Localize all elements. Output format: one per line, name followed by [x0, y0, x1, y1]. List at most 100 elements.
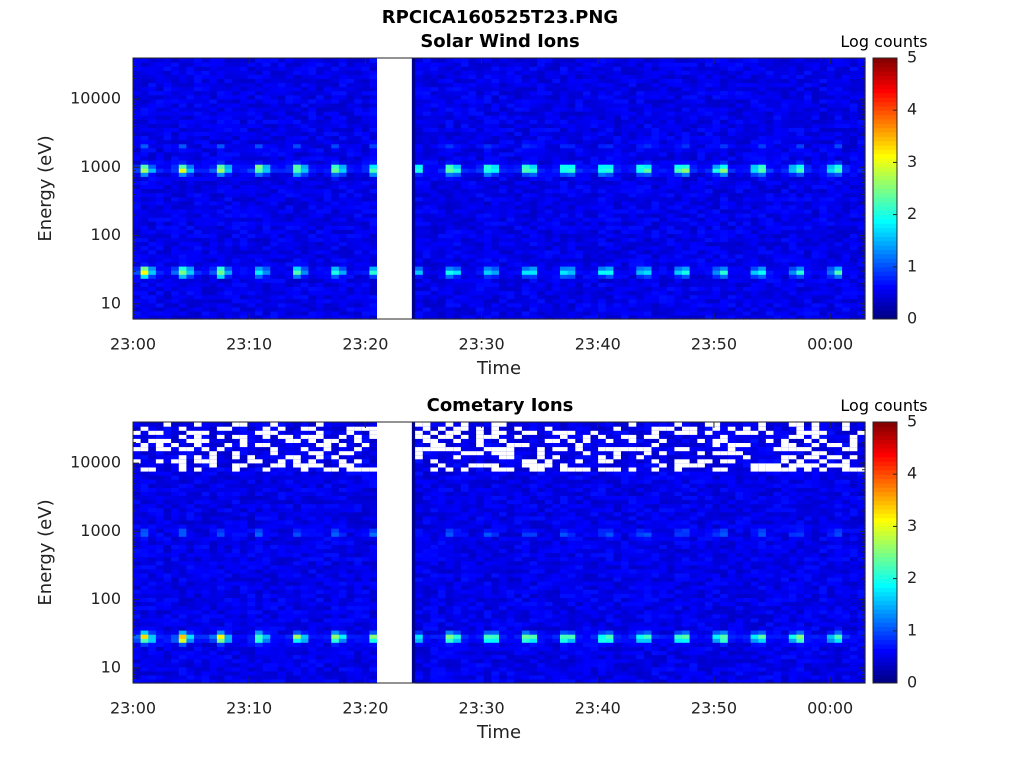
heatmap-cell — [567, 164, 576, 169]
heatmap-cell — [567, 147, 576, 153]
heatmap-cell — [697, 310, 706, 316]
heatmap-cell — [445, 274, 454, 279]
heatmap-cell — [308, 298, 317, 304]
heatmap-cell — [590, 302, 599, 308]
heatmap-cell — [415, 261, 424, 267]
heatmap-cell — [636, 306, 645, 312]
heatmap-cell — [659, 310, 668, 316]
heatmap-cell — [476, 249, 485, 255]
heatmap-cell — [621, 217, 630, 222]
heatmap-cell — [560, 270, 569, 275]
heatmap-cell — [323, 180, 332, 185]
heatmap-cell — [506, 90, 515, 96]
heatmap-cell — [590, 58, 599, 63]
heatmap-cell — [521, 253, 531, 259]
heatmap-cell — [506, 306, 515, 312]
heatmap-cell — [293, 225, 302, 230]
heatmap-cell — [689, 204, 698, 210]
heatmap-cell — [178, 217, 187, 222]
heatmap-cell — [369, 302, 378, 308]
heatmap-cell — [575, 123, 584, 128]
heatmap-cell — [194, 90, 203, 96]
heatmap-cell — [636, 314, 645, 320]
heatmap-cell — [262, 261, 271, 267]
heatmap-cell — [201, 302, 210, 308]
heatmap-cell — [720, 58, 729, 63]
heatmap-cell — [224, 86, 233, 92]
heatmap-cell — [521, 160, 531, 165]
heatmap-cell — [255, 139, 264, 145]
heatmap-cell — [727, 106, 736, 112]
heatmap-cell — [445, 180, 454, 185]
heatmap-cell — [529, 139, 538, 145]
heatmap-cell — [712, 139, 721, 145]
heatmap-cell — [537, 155, 546, 161]
heatmap-cell — [201, 188, 210, 194]
heatmap-cell — [712, 82, 721, 88]
heatmap-cell — [613, 90, 622, 96]
heatmap-cell — [743, 266, 752, 271]
heatmap-cell — [369, 217, 378, 222]
heatmap-cell — [171, 221, 180, 226]
heatmap-cell — [704, 229, 714, 234]
heatmap-cell — [247, 310, 256, 316]
heatmap-cell — [224, 143, 233, 149]
heatmap-cell — [674, 155, 683, 161]
heatmap-cell — [224, 94, 233, 100]
figure-title: RPCICA160525T23.PNG — [381, 7, 619, 28]
heatmap-cell — [720, 245, 729, 251]
heatmap-cell — [727, 196, 736, 202]
heatmap-cell — [636, 94, 645, 100]
heatmap-cell — [361, 115, 370, 120]
heatmap-cell — [697, 102, 706, 108]
heatmap-cell — [445, 119, 454, 124]
heatmap-cell — [438, 147, 447, 153]
heatmap-cell — [659, 261, 668, 267]
heatmap-cell — [262, 184, 271, 190]
heatmap-cell — [506, 270, 515, 275]
heatmap-cell — [544, 131, 553, 137]
heatmap-cell — [323, 249, 332, 255]
heatmap-cell — [186, 90, 195, 96]
heatmap-cell — [239, 147, 248, 153]
heatmap-cell — [445, 204, 454, 210]
heatmap-cell — [445, 176, 454, 181]
heatmap-cell — [186, 135, 195, 141]
heatmap-cell — [369, 270, 378, 275]
heatmap-cell — [582, 70, 592, 75]
heatmap-cell — [293, 86, 302, 92]
heatmap-cell — [445, 111, 454, 116]
heatmap-cell — [628, 278, 637, 283]
heatmap-cell — [293, 98, 302, 104]
heatmap-cell — [171, 274, 180, 279]
heatmap-cell — [216, 294, 226, 300]
heatmap-cell — [537, 213, 546, 218]
heatmap-cell — [598, 70, 607, 75]
heatmap-cell — [582, 176, 592, 181]
heatmap-cell — [216, 160, 226, 165]
heatmap-cell — [186, 266, 195, 271]
heatmap-cell — [598, 298, 607, 304]
heatmap-cell — [201, 245, 210, 251]
heatmap-cell — [605, 249, 614, 255]
heatmap-cell — [232, 310, 241, 316]
heatmap-cell — [636, 102, 645, 108]
heatmap-cell — [529, 119, 538, 124]
heatmap-cell — [262, 310, 271, 316]
heatmap-cell — [506, 86, 515, 92]
heatmap-cell — [758, 82, 767, 88]
heatmap-cell — [643, 70, 653, 75]
heatmap-cell — [224, 266, 233, 271]
heatmap-cell — [163, 266, 172, 271]
heatmap-cell — [171, 151, 180, 157]
heatmap-cell — [422, 180, 431, 185]
heatmap-cell — [293, 306, 302, 312]
heatmap-cell — [361, 58, 370, 63]
heatmap-cell — [643, 111, 653, 116]
heatmap-cell — [552, 160, 561, 165]
heatmap-cell — [262, 172, 271, 177]
heatmap-cell — [735, 314, 744, 320]
heatmap-cell — [201, 225, 210, 230]
heatmap-cell — [277, 270, 287, 275]
heatmap-cell — [682, 266, 691, 271]
